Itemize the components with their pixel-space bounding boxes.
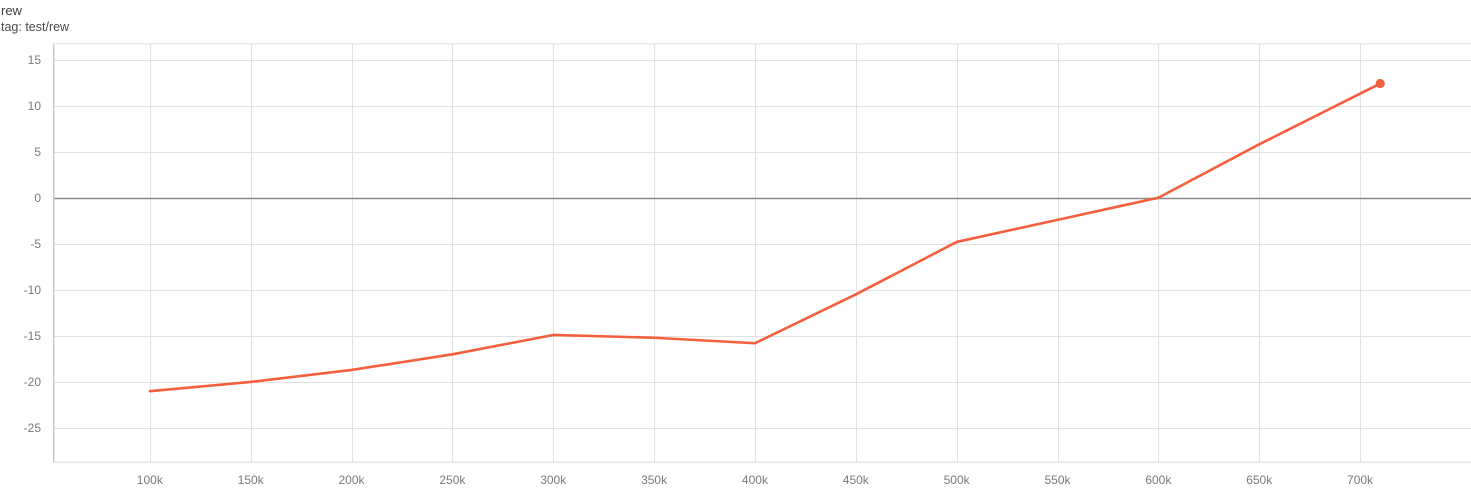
x-tick-label: 350k bbox=[641, 473, 668, 487]
x-tick-label: 700k bbox=[1347, 473, 1374, 487]
y-gridlines bbox=[53, 60, 1471, 429]
chart-header: rew tag: test/rew bbox=[0, 0, 600, 35]
plot-area[interactable] bbox=[53, 43, 1471, 463]
y-tick-label: -20 bbox=[23, 374, 41, 389]
x-tick-label: 550k bbox=[1044, 473, 1071, 487]
x-tick-label: 450k bbox=[842, 473, 869, 487]
chart-svg bbox=[53, 43, 1471, 463]
x-tick-label: 650k bbox=[1246, 473, 1273, 487]
series-line bbox=[148, 82, 1382, 393]
series-lines bbox=[148, 82, 1382, 393]
y-tick-label: -10 bbox=[23, 282, 41, 297]
page-title: rew bbox=[1, 3, 22, 18]
y-tick-label: -15 bbox=[23, 328, 41, 343]
x-tick-label: 400k bbox=[741, 473, 768, 487]
x-tick-label: 250k bbox=[439, 473, 466, 487]
x-tick-label: 150k bbox=[237, 473, 264, 487]
chart-tag-subtitle: tag: test/rew bbox=[1, 20, 70, 34]
x-tick-label: 300k bbox=[540, 473, 567, 487]
x-tick-label: 200k bbox=[338, 473, 365, 487]
y-tick-label: -5 bbox=[30, 236, 41, 251]
y-tick-label: 5 bbox=[34, 144, 41, 159]
axis-spines bbox=[53, 43, 1471, 463]
x-tick-label: 100k bbox=[136, 473, 163, 487]
y-tick-label: -25 bbox=[23, 421, 41, 435]
y-tick-label: 10 bbox=[27, 98, 41, 113]
y-tick-label: 15 bbox=[27, 52, 41, 67]
x-tick-label: 600k bbox=[1145, 473, 1172, 487]
last-point-marker bbox=[1375, 78, 1385, 89]
series-endpoint-dot bbox=[1375, 78, 1385, 89]
y-tick-label: 0 bbox=[34, 190, 41, 205]
x-gridlines bbox=[150, 43, 1361, 463]
x-tick-label: 500k bbox=[943, 473, 970, 487]
